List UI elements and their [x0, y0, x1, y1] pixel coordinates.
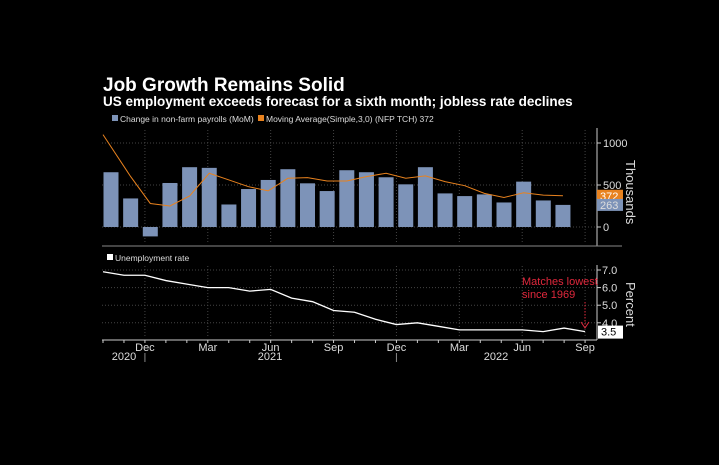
x-year-label: 2020: [112, 351, 136, 363]
x-tick-label: Sep: [324, 342, 344, 354]
x-year-label: 2021: [258, 351, 282, 363]
x-year-label: 2022: [484, 351, 508, 363]
bar-apr-2021: [221, 204, 237, 227]
bar-oct-2021: [339, 170, 355, 227]
y-tick-label: 6.0: [602, 283, 617, 295]
bar-nov-2020: [123, 198, 139, 227]
bar-aug-2021: [300, 183, 315, 227]
y-tick-label: 1000: [603, 138, 627, 150]
x-tick-label: Sep: [575, 342, 595, 354]
y-tick-label: 500: [603, 180, 621, 192]
legend-moving-average: Moving Average(Simple,3,0) (NFP TCH) 372: [266, 114, 434, 124]
x-tick-label: Mar: [198, 342, 217, 354]
y-tick-label: 0: [603, 222, 609, 234]
bar-jun-2022: [496, 202, 512, 227]
bar-nov-2021: [358, 172, 374, 227]
unemployment-last-value-tag: [598, 325, 623, 339]
legend-swatch-unemployment: [107, 254, 113, 260]
bar-aug-2022: [535, 200, 551, 227]
bar-mar-2021: [201, 167, 217, 227]
bar-mar-2022: [437, 193, 453, 227]
chart-title: Job Growth Remains Solid: [103, 75, 345, 96]
x-tick-label: Dec: [135, 342, 155, 354]
bar-jul-2022: [516, 181, 532, 227]
bar-oct-2020: [103, 172, 119, 227]
x-tick-label: Mar: [450, 342, 469, 354]
bar-apr-2022: [457, 196, 473, 227]
bar-dec-2020: [142, 227, 158, 237]
legend-payrolls: Change in non-farm payrolls (MoM): [120, 114, 254, 124]
y-tick-label: 7.0: [602, 265, 617, 277]
annotation-line-1: Matches lowest: [522, 276, 598, 288]
bar-last-value: 263: [600, 200, 618, 212]
bar-last-value-tag: [597, 198, 623, 211]
bar-may-2021: [241, 189, 257, 227]
annotation-line-2: since 1969: [522, 289, 575, 301]
ma-last-value-tag: [597, 189, 623, 202]
bar-sep-2022: [555, 204, 571, 227]
legend-swatch-payrolls: [112, 115, 118, 121]
bar-feb-2021: [182, 167, 198, 227]
y-tick-label: 5.0: [602, 300, 617, 312]
x-tick-label: Dec: [387, 342, 407, 354]
legend-swatch-ma: [258, 115, 264, 121]
unemployment-line: [102, 271, 586, 333]
unemployment-last-value: 3.5: [601, 327, 616, 339]
bar-may-2022: [476, 194, 492, 227]
bar-feb-2022: [417, 167, 433, 227]
bar-dec-2021: [378, 177, 394, 227]
annotation-arrowhead: [580, 321, 590, 329]
bar-jan-2021: [162, 182, 178, 227]
moving-average-line: [102, 134, 563, 207]
bar-jan-2022: [398, 184, 414, 227]
bar-sep-2021: [319, 191, 335, 227]
y-axis-title-thousands: Thousands: [623, 160, 638, 225]
y-axis-title-percent: Percent: [623, 282, 638, 327]
x-tick-label: Jun: [513, 342, 531, 354]
legend-unemployment: Unemployment rate: [115, 253, 189, 263]
bar-jun-2021: [260, 179, 276, 227]
chart-subtitle: US employment exceeds forecast for a six…: [103, 94, 573, 109]
bar-jul-2021: [280, 169, 296, 227]
x-tick-label: Jun: [262, 342, 280, 354]
